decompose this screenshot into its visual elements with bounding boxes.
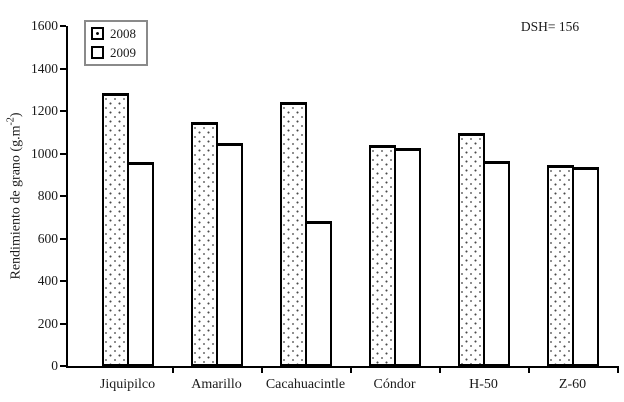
x-tick: [261, 368, 263, 373]
x-tick: [439, 368, 441, 373]
y-tick-label: 1400: [31, 60, 58, 76]
bar-2008-jiquipilco: [101, 93, 129, 366]
legend-label-2008: 2008: [110, 26, 136, 41]
x-axis-label-z-60: Z-60: [558, 377, 587, 392]
y-tick: [60, 25, 66, 27]
y-tick: [60, 67, 66, 70]
x-tick: [528, 368, 530, 373]
y-tick: [60, 322, 66, 325]
bar-2008-amarillo: [190, 122, 218, 366]
legend: 2008 2009: [84, 20, 148, 66]
y-tick-label: 400: [37, 273, 58, 288]
x-axis-line: [66, 366, 619, 368]
x-axis-label-amarillo: Amarillo: [191, 377, 242, 392]
y-tick: [60, 237, 66, 240]
x-tick: [617, 368, 619, 373]
y-tick: [60, 195, 66, 197]
x-axis-label-cacahuacintle: Cacahuacintle: [265, 377, 346, 392]
y-tick: [60, 365, 66, 367]
legend-item-2009: 2009: [91, 43, 136, 62]
y-tick-label: 1000: [31, 145, 58, 161]
y-tick: [60, 152, 66, 155]
y-tick-label: 1600: [31, 18, 58, 33]
x-axis-label-cóndor: Cóndor: [373, 377, 416, 392]
bar-2009-cóndor: [393, 148, 421, 366]
y-tick-label: 0: [51, 358, 58, 373]
legend-item-2008: 2008: [91, 24, 136, 43]
bar-2009-jiquipilco: [126, 162, 154, 366]
y-tick: [60, 280, 66, 282]
y-axis-line: [66, 26, 68, 368]
y-tick-label: 1200: [31, 103, 58, 118]
bar-2008-cacahuacintle: [279, 102, 307, 366]
bar-2009-cacahuacintle: [304, 221, 332, 366]
legend-swatch-dotted-icon: [91, 27, 104, 40]
legend-label-2009: 2009: [110, 45, 136, 60]
x-axis-label-h-50: H-50: [469, 377, 498, 392]
y-tick-label: 800: [37, 188, 58, 203]
bar-2009-h-50: [482, 161, 510, 366]
x-tick: [350, 368, 352, 373]
bar-2009-amarillo: [215, 143, 243, 366]
bar-2008-h-50: [457, 133, 485, 366]
bar-2008-cóndor: [368, 145, 396, 366]
bar-2008-z-60: [546, 165, 574, 366]
dsh-annotation: DSH= 156: [520, 19, 580, 34]
x-tick: [172, 368, 174, 373]
y-tick-label: 600: [37, 230, 58, 246]
y-tick-label: 200: [37, 315, 58, 331]
legend-swatch-plain-icon: [91, 46, 104, 59]
y-tick: [60, 110, 66, 112]
bar-2009-z-60: [571, 167, 599, 366]
x-axis-label-jiquipilco: Jiquipilco: [99, 377, 156, 392]
